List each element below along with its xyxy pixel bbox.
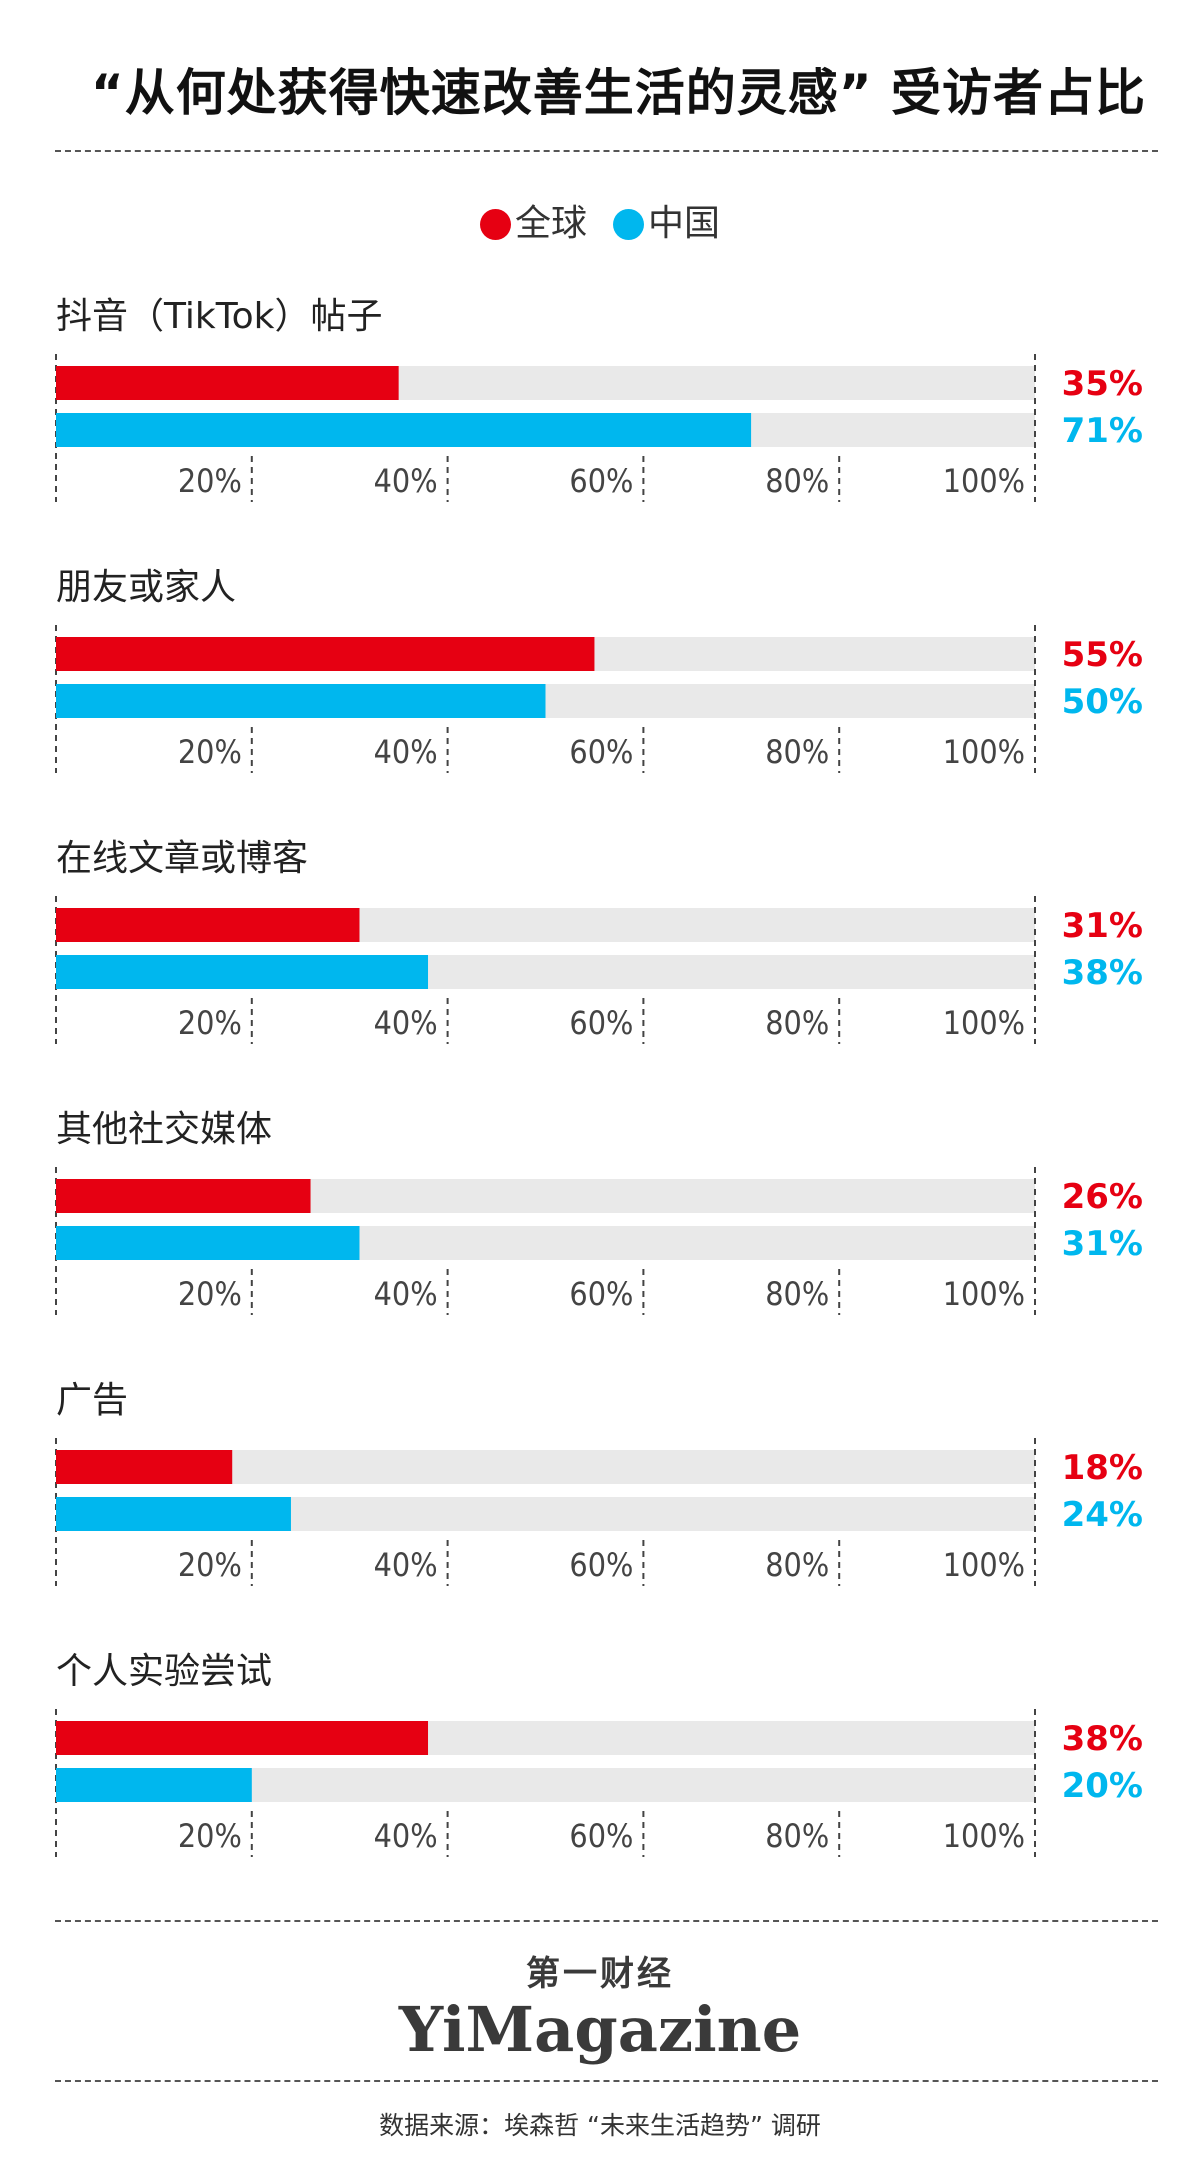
tick-label: 40% (374, 1546, 438, 1584)
tick-label: 20% (178, 462, 242, 500)
value-label-china: 71% (1062, 411, 1143, 451)
tick-label: 40% (374, 1275, 438, 1313)
tick-label: 20% (178, 1275, 242, 1313)
value-label-china: 31% (1062, 1224, 1143, 1264)
tick-label: 40% (374, 1004, 438, 1042)
tick-label: 80% (765, 733, 829, 771)
logo-english: YiMagazine (398, 1993, 802, 2066)
tick-label: 100% (943, 1546, 1025, 1584)
tick-label: 80% (765, 1004, 829, 1042)
bar-global (56, 1721, 429, 1755)
legend-item-china: 中国 (613, 198, 720, 250)
divider-top (55, 150, 1158, 152)
bar-global (56, 637, 595, 671)
bar-china (56, 1226, 360, 1260)
value-label-global: 38% (1062, 1719, 1143, 1759)
chart-panel: 其他社交媒体 20% 40% 60% 80% 100% 26% 31% (0, 1105, 1200, 1345)
legend-swatch-china (613, 208, 644, 240)
bar-chart-svg: 20% 40% 60% 80% 100% 31% 38% (55, 896, 1143, 1044)
bar-china (56, 413, 752, 447)
value-label-global: 35% (1062, 364, 1143, 404)
source-note: 数据来源：埃森哲 “未来生活趋势” 调研 (379, 2111, 821, 2140)
category-label: 朋友或家人 (56, 567, 237, 608)
tick-label: 80% (765, 1817, 829, 1855)
bar-chart-svg: 20% 40% 60% 80% 100% 38% 20% (55, 1709, 1143, 1857)
bar-china (56, 684, 546, 718)
legend-label-global: 全球 (514, 203, 587, 244)
value-label-global: 55% (1062, 635, 1143, 675)
chart-panel: 在线文章或博客 20% 40% 60% 80% 100% 31% 38% (0, 834, 1200, 1074)
tick-label: 80% (765, 462, 829, 500)
tick-label: 20% (178, 1546, 242, 1584)
bar-chart-svg: 20% 40% 60% 80% 100% 55% 50% (55, 625, 1143, 773)
tick-label: 100% (943, 462, 1025, 500)
divider-bottom (55, 1920, 1158, 1922)
bar-chart-svg: 20% 40% 60% 80% 100% 26% 31% (55, 1167, 1143, 1315)
category-label: 在线文章或博客 (56, 838, 309, 879)
category-label: 其他社交媒体 (56, 1109, 273, 1150)
tick-label: 100% (943, 1004, 1025, 1042)
tick-label: 60% (569, 1275, 633, 1313)
legend: 全球 中国 (0, 198, 1200, 250)
legend-label-china: 中国 (648, 203, 721, 244)
tick-label: 40% (374, 462, 438, 500)
bar-global (56, 366, 399, 400)
tick-label: 20% (178, 1817, 242, 1855)
tick-label: 40% (374, 1817, 438, 1855)
tick-label: 60% (569, 462, 633, 500)
tick-label: 60% (569, 1546, 633, 1584)
bar-china (56, 955, 429, 989)
chart-panel: 广告 20% 40% 60% 80% 100% 18% 24% (0, 1376, 1200, 1616)
bar-chart-svg: 20% 40% 60% 80% 100% 18% 24% (55, 1438, 1143, 1586)
bar-global (56, 1450, 233, 1484)
bar-chart-svg: 20% 40% 60% 80% 100% 35% 71% (55, 354, 1143, 502)
value-label-global: 31% (1062, 906, 1143, 946)
bar-global (56, 908, 360, 942)
tick-label: 60% (569, 1004, 633, 1042)
chart-panel: 朋友或家人 20% 40% 60% 80% 100% 55% 50% (0, 563, 1200, 803)
logo-chinese: 第一财经 (526, 1954, 674, 1994)
legend-swatch-global (479, 208, 511, 240)
category-label: 个人实验尝试 (56, 1651, 273, 1692)
value-label-china: 50% (1062, 682, 1143, 722)
bar-china (56, 1497, 291, 1531)
value-label-global: 26% (1062, 1177, 1143, 1217)
tick-label: 80% (765, 1275, 829, 1313)
tick-label: 100% (943, 733, 1025, 771)
tick-label: 100% (943, 1817, 1025, 1855)
value-label-global: 18% (1062, 1448, 1143, 1488)
tick-label: 60% (569, 733, 633, 771)
legend-item-global: 全球 (479, 198, 587, 250)
value-label-china: 38% (1062, 953, 1143, 993)
tick-label: 60% (569, 1817, 633, 1855)
tick-label: 20% (178, 1004, 242, 1042)
tick-label: 80% (765, 1546, 829, 1584)
category-label: 广告 (56, 1380, 129, 1421)
chart-panel: 个人实验尝试 20% 40% 60% 80% 100% 38% 20% (0, 1647, 1200, 1887)
bar-china (56, 1768, 252, 1802)
bar-global (56, 1179, 311, 1213)
divider-footer (55, 2080, 1158, 2082)
chart-panel: 抖音（TikTok）帖子 20% 40% 60% 80% 100% 35% 71% (0, 292, 1200, 532)
category-label: 抖音（TikTok）帖子 (56, 296, 383, 337)
tick-label: 20% (178, 733, 242, 771)
tick-label: 40% (374, 733, 438, 771)
tick-label: 100% (943, 1275, 1025, 1313)
value-label-china: 24% (1062, 1495, 1143, 1535)
chart-title: “从何处获得快速改善生活的灵感” 受访者占比 (90, 64, 1146, 122)
value-label-china: 20% (1062, 1766, 1143, 1806)
